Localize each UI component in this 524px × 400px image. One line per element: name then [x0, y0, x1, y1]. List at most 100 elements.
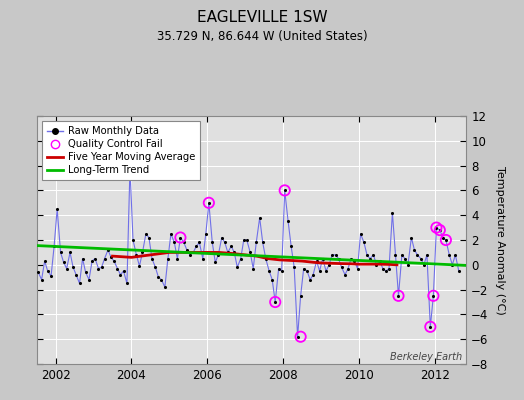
Point: [268, 276, 276, 283]
Point: [350, 258, 358, 264]
Point: [420, 262, 428, 268]
Legend: Raw Monthly Data, Quality Control Fail, Five Year Moving Average, Long-Term Tren: Raw Monthly Data, Quality Control Fail, …: [42, 121, 200, 180]
Point: [129, 237, 137, 243]
Point: [126, 165, 134, 171]
Point: [72, 272, 80, 278]
Point: [312, 258, 321, 264]
Point: [360, 239, 368, 246]
Point: [325, 262, 333, 268]
Point: [43, 268, 52, 274]
Point: [40, 258, 49, 264]
Point: [25, 264, 33, 270]
Point: [426, 324, 434, 330]
Point: [265, 268, 274, 274]
Point: [448, 262, 456, 268]
Point: [290, 264, 298, 270]
Point: [278, 268, 286, 274]
Point: [275, 265, 283, 272]
Point: [334, 256, 343, 262]
Point: [53, 206, 61, 212]
Point: [315, 268, 324, 274]
Point: [192, 243, 201, 250]
Point: [214, 252, 223, 258]
Point: [208, 239, 216, 246]
Point: [205, 200, 213, 206]
Point: [369, 252, 378, 258]
Point: [75, 280, 84, 286]
Point: [375, 258, 384, 264]
Point: [28, 249, 36, 256]
Point: [341, 272, 349, 278]
Point: [239, 237, 248, 243]
Point: [297, 334, 305, 340]
Point: [404, 262, 412, 268]
Point: [170, 239, 179, 246]
Point: [217, 234, 226, 241]
Point: [256, 214, 264, 221]
Point: [107, 254, 115, 260]
Point: [306, 276, 314, 283]
Point: [435, 227, 444, 233]
Point: [88, 258, 96, 264]
Point: [261, 256, 270, 262]
Text: EAGLEVILLE 1SW: EAGLEVILLE 1SW: [196, 10, 328, 25]
Point: [303, 268, 311, 274]
Point: [432, 224, 441, 231]
Point: [135, 263, 144, 269]
Point: [372, 262, 380, 268]
Point: [429, 293, 438, 299]
Point: [50, 243, 58, 250]
Point: [331, 252, 340, 258]
Point: [382, 268, 390, 274]
Point: [319, 256, 327, 262]
Point: [337, 264, 346, 270]
Point: [398, 252, 406, 258]
Point: [258, 239, 267, 246]
Point: [113, 265, 122, 272]
Point: [385, 265, 393, 272]
Point: [119, 268, 128, 274]
Point: [132, 252, 140, 258]
Point: [176, 234, 184, 241]
Point: [37, 276, 46, 283]
Point: [199, 256, 207, 262]
Point: [246, 249, 254, 256]
Point: [280, 187, 289, 194]
Point: [451, 252, 460, 258]
Point: [432, 224, 441, 231]
Point: [394, 293, 402, 299]
Point: [31, 265, 39, 272]
Point: [94, 265, 103, 272]
Point: [185, 252, 194, 258]
Point: [363, 252, 371, 258]
Point: [91, 256, 99, 262]
Point: [59, 259, 68, 266]
Point: [280, 187, 289, 194]
Point: [138, 249, 147, 256]
Point: [413, 252, 422, 258]
Point: [322, 268, 330, 274]
Point: [297, 293, 305, 299]
Point: [163, 256, 172, 262]
Point: [284, 218, 292, 225]
Point: [126, 165, 134, 171]
Point: [195, 239, 203, 246]
Point: [141, 230, 150, 237]
Point: [161, 284, 169, 290]
Point: [123, 280, 131, 286]
Point: [356, 230, 365, 237]
Point: [224, 249, 232, 256]
Point: [401, 256, 409, 262]
Point: [388, 210, 397, 216]
Point: [243, 237, 251, 243]
Point: [442, 237, 450, 243]
Point: [57, 249, 65, 256]
Point: [455, 268, 463, 274]
Point: [69, 264, 77, 270]
Point: [79, 256, 87, 262]
Point: [445, 252, 453, 258]
Y-axis label: Temperature Anomaly (°C): Temperature Anomaly (°C): [495, 166, 505, 314]
Point: [233, 264, 242, 270]
Point: [116, 272, 125, 278]
Point: [293, 334, 302, 340]
